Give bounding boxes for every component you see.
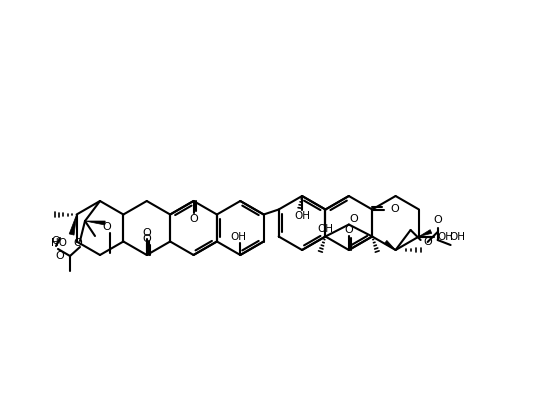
Text: O: O — [349, 215, 358, 224]
Text: O: O — [390, 205, 399, 215]
Text: HO: HO — [50, 238, 66, 248]
Text: OH: OH — [230, 232, 247, 242]
Text: OH: OH — [437, 232, 453, 242]
Text: O: O — [102, 222, 111, 232]
Text: O: O — [345, 225, 353, 235]
Text: O: O — [189, 214, 198, 224]
Text: O: O — [51, 236, 61, 246]
Text: O: O — [73, 238, 83, 248]
Text: O: O — [423, 237, 433, 247]
Polygon shape — [419, 230, 431, 236]
Text: O: O — [143, 234, 151, 244]
Text: OH: OH — [449, 232, 465, 242]
Text: O: O — [433, 215, 442, 225]
Text: O: O — [143, 228, 151, 238]
Text: O: O — [56, 251, 64, 261]
Polygon shape — [69, 215, 77, 235]
Polygon shape — [85, 221, 105, 225]
Text: OH: OH — [294, 211, 310, 221]
Text: OH: OH — [317, 224, 333, 234]
Polygon shape — [384, 240, 396, 250]
